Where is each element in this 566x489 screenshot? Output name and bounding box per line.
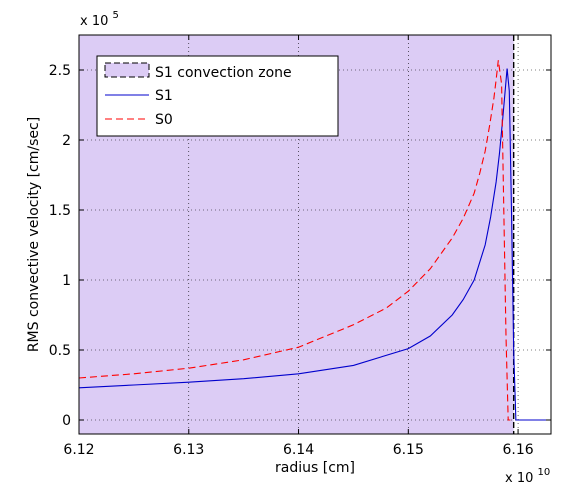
x-tick-label-4: 6.16 bbox=[502, 442, 533, 458]
series-line-s0 bbox=[78, 60, 511, 421]
x-tick-label-3: 6.15 bbox=[393, 442, 424, 458]
series-layer bbox=[78, 60, 551, 421]
legend: S1 convection zone S1 S0 bbox=[96, 55, 339, 137]
y-tick-label-1: 0.5 bbox=[49, 343, 71, 359]
legend-label-convection-zone: S1 convection zone bbox=[155, 65, 292, 81]
legend-label-s1: S1 bbox=[155, 88, 173, 104]
y-tick-label-0: 0 bbox=[62, 413, 71, 429]
y-tick-label-5: 2.5 bbox=[49, 63, 71, 79]
legend-swatch-convection-zone bbox=[104, 62, 150, 78]
y-axis-multiplier: x 10 5 bbox=[80, 10, 119, 29]
y-tick-label-2: 1 bbox=[62, 273, 71, 289]
y-multiplier-exponent: 5 bbox=[113, 10, 119, 21]
y-multiplier-base: x 10 bbox=[80, 14, 108, 29]
x-tick-label-1: 6.13 bbox=[173, 442, 204, 458]
x-axis-title: radius [cm] bbox=[275, 460, 355, 476]
axes-box bbox=[78, 34, 552, 435]
x-tick-label-0: 6.12 bbox=[63, 442, 94, 458]
x-multiplier-base: x 10 bbox=[505, 471, 533, 486]
y-axis-title: RMS convective velocity [cm/sec] bbox=[26, 117, 42, 352]
y-tick-label-3: 1.5 bbox=[49, 203, 71, 219]
x-tick-label-2: 6.14 bbox=[283, 442, 314, 458]
tick-layer: 6.12 6.13 6.14 6.15 6.16 0 0.5 1 1.5 2 2.5 bbox=[49, 35, 551, 458]
x-axis-multiplier: x 10 10 bbox=[505, 467, 550, 486]
x-multiplier-exponent: 10 bbox=[538, 467, 551, 478]
series-line-s1 bbox=[78, 68, 551, 421]
y-tick-label-4: 2 bbox=[62, 133, 71, 149]
legend-label-s0: S0 bbox=[155, 112, 173, 128]
